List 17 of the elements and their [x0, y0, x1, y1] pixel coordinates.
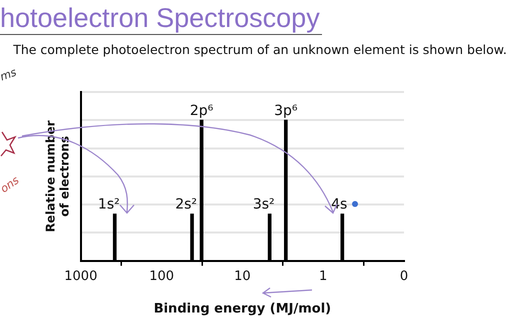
- annotation: 3s²: [252, 196, 275, 213]
- chart-subtitle: The complete photoelectron spectrum of an unknown element is shown below.: [12, 42, 508, 57]
- x-tick-label: 0: [400, 268, 408, 284]
- x-tick-label: 10: [234, 268, 251, 284]
- y-axis-title: Relative number of electrons: [43, 120, 72, 232]
- x-tick-label: 100: [149, 268, 174, 284]
- annotation: 2p⁶: [190, 102, 214, 119]
- text: ons: [0, 174, 22, 196]
- annotation: 4s: [331, 196, 348, 213]
- x-tick-label: 1000: [64, 268, 98, 284]
- x-tick-label: 1: [319, 268, 328, 284]
- annotation: 1s²: [98, 196, 120, 213]
- chart-title: hotoelectron Spectroscopy: [0, 2, 322, 35]
- annotation: 3p⁶: [274, 102, 298, 119]
- x-axis-title: Binding energy (MJ/mol): [154, 302, 332, 317]
- annotation: 2s²: [175, 196, 198, 213]
- text: ms: [0, 66, 18, 84]
